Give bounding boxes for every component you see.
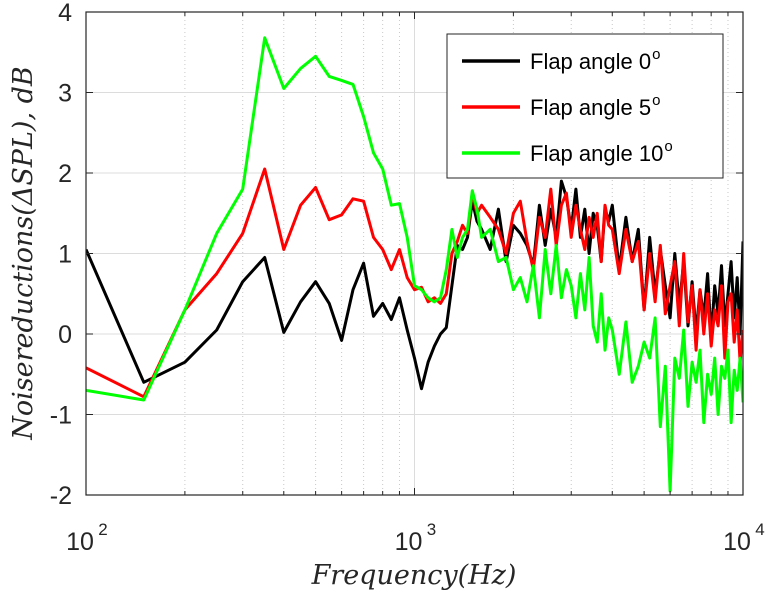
x-tick-labels: 10 2 10 3 10 4 [66,520,765,556]
x-tick-label-exponent: 2 [98,520,107,539]
y-tick-label: 1 [58,241,72,269]
x-tick-label-base: 10 [723,528,751,556]
y-tick-label: 0 [58,321,72,349]
legend-label: Flap angle 10 [530,141,663,166]
x-tick-label-base: 10 [66,528,94,556]
x-tick-label-exponent: 4 [755,520,764,539]
x-axis-title: Frequency(Hz) [311,560,517,591]
y-tick-labels: -2 -1 0 1 2 3 4 [50,0,72,510]
x-tick-label: 10 2 [66,520,108,556]
series-line-1 [86,167,743,399]
y-tick-label: 2 [58,160,72,188]
x-tick-label-base: 10 [395,528,423,556]
x-tick-label-exponent: 3 [427,520,436,539]
legend-label: Flap angle 5 [530,95,651,120]
x-tick-label: 10 3 [395,520,437,556]
series-line-2 [86,36,743,493]
legend-label-superscript: o [664,138,672,155]
y-tick-label: -1 [50,402,72,430]
series-lines [86,36,743,493]
legend-label: Flap angle 0 [530,49,651,74]
x-tick-label: 10 4 [723,520,765,556]
y-axis-title: Noisereductions(ΔSPL), dB [8,66,39,440]
y-tick-label: -2 [50,482,72,510]
legend-entry: Flap angle 10 o [462,138,673,166]
legend-label-superscript: o [652,46,660,63]
y-tick-label: 4 [58,0,72,27]
plot-area [86,36,743,493]
axis-ticks [85,11,744,496]
y-tick-label: 3 [58,80,72,108]
legend-label-superscript: o [652,92,660,109]
